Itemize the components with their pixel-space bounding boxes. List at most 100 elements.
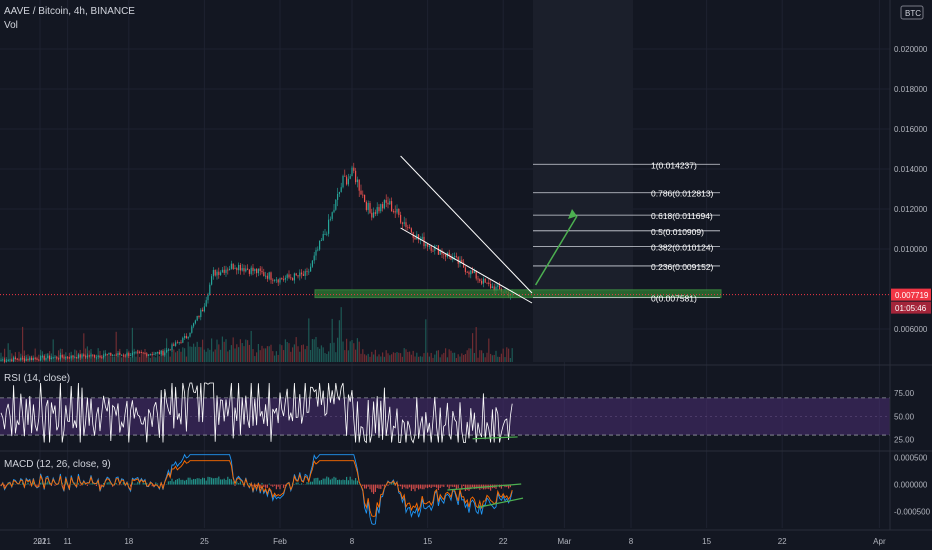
macd-histogram-bar — [220, 479, 222, 485]
volume-bar — [180, 351, 182, 362]
macd-histogram-bar — [29, 484, 31, 486]
candle-body — [94, 355, 96, 358]
volume-bar — [337, 337, 339, 362]
candle-body — [166, 350, 168, 353]
volume-bar — [158, 356, 160, 362]
candle-body — [461, 259, 463, 263]
candle-body — [450, 256, 452, 260]
macd-histogram-bar — [389, 483, 391, 485]
volume-bar — [344, 350, 346, 362]
macd-histogram-bar — [221, 479, 223, 485]
candle-body — [61, 355, 63, 358]
candle-body — [331, 212, 333, 219]
macd-histogram-bar — [225, 479, 227, 485]
time-tick-label: 18 — [124, 537, 133, 546]
macd-histogram-bar — [130, 484, 132, 487]
channel-lower-line — [400, 227, 533, 304]
candle-body — [230, 263, 232, 269]
candle-body — [342, 175, 344, 188]
volume-bar — [428, 356, 430, 362]
volume-bar — [423, 353, 425, 362]
macd-histogram-bar — [481, 484, 483, 489]
candle-body — [14, 357, 16, 359]
volume-bar — [254, 356, 256, 362]
macd-histogram-bar — [198, 478, 200, 485]
candle-body — [443, 254, 445, 255]
volume-bar — [326, 353, 328, 362]
candle-body — [293, 273, 295, 281]
volume-bar — [376, 356, 378, 362]
candle-body — [248, 269, 250, 274]
candle-body — [220, 272, 222, 275]
candle-body — [115, 354, 117, 356]
macd-histogram-bar — [398, 484, 400, 486]
volume-bar — [54, 357, 56, 362]
candle-body — [299, 272, 301, 277]
candle-body — [428, 246, 430, 247]
candle-body — [239, 264, 241, 271]
macd-histogram-bar — [131, 481, 133, 485]
candle-body — [101, 357, 103, 359]
volume-bar — [92, 355, 94, 362]
volume-bar — [473, 353, 475, 362]
candle-body — [493, 286, 495, 291]
macd-histogram-bar — [349, 476, 351, 485]
volume-bar — [495, 350, 497, 362]
macd-histogram-bar — [310, 481, 312, 485]
candle-body — [29, 357, 31, 360]
volume-bar — [472, 333, 474, 362]
candle-body — [83, 354, 85, 357]
volume-bar — [320, 345, 322, 362]
macd-histogram-bar — [335, 477, 337, 485]
fib-level-label: 0.618(0.011694) — [651, 211, 713, 221]
volume-bar — [230, 345, 232, 362]
candle-body — [317, 249, 319, 251]
macd-histogram-bar — [194, 479, 196, 485]
macd-histogram-bar — [419, 484, 421, 489]
candle-body — [338, 191, 340, 194]
candle-body — [58, 358, 60, 360]
candle-body — [223, 269, 225, 273]
candle-body — [374, 212, 376, 214]
macd-histogram-bar — [256, 484, 258, 487]
volume-bar — [454, 352, 456, 362]
volume-bar — [139, 357, 141, 362]
candle-body — [329, 218, 331, 220]
candle-body — [180, 342, 182, 343]
macd-histogram-bar — [428, 484, 430, 488]
macd-histogram-bar — [446, 484, 448, 487]
volume-bar — [490, 353, 492, 362]
volume-bar — [284, 339, 286, 362]
macd-histogram-bar — [202, 477, 204, 485]
candle-body — [227, 269, 229, 271]
volume-bar — [364, 354, 366, 362]
volume-bar — [387, 353, 389, 362]
candle-body — [499, 285, 501, 289]
candle-body — [320, 240, 322, 242]
macd-histogram-bar — [266, 484, 268, 488]
volume-bar — [117, 353, 119, 362]
volume-bar — [508, 348, 510, 362]
candle-body — [302, 274, 304, 276]
candle-body — [184, 336, 186, 338]
macd-divergence-line — [447, 483, 522, 491]
volume-bar — [76, 350, 78, 362]
macd-histogram-bar — [203, 478, 205, 485]
volume-bar — [184, 348, 186, 362]
macd-histogram-bar — [122, 482, 124, 485]
rsi-tick-label: 50.00 — [894, 412, 915, 421]
candle-body — [254, 269, 256, 272]
candle-body — [346, 176, 348, 185]
volume-bar — [221, 336, 223, 362]
candle-body — [400, 214, 402, 223]
volume-bar — [261, 345, 263, 362]
candle-body — [117, 353, 119, 356]
candle-body — [155, 352, 157, 354]
candle-body — [104, 354, 106, 356]
volume-bar — [205, 351, 207, 362]
macd-histogram-bar — [236, 481, 238, 485]
candle-body — [160, 350, 162, 355]
macd-histogram-bar — [54, 484, 56, 486]
macd-histogram-bar — [407, 484, 409, 489]
